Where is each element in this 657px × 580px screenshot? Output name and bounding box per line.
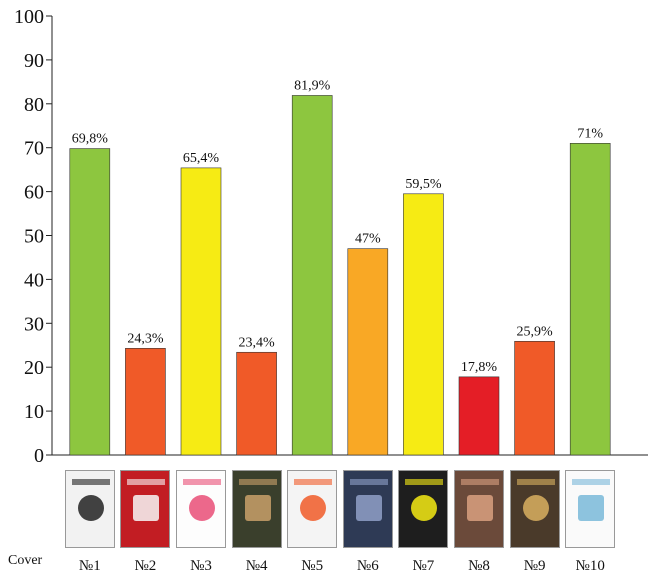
category-label: №7 (412, 558, 434, 574)
book-cover-image (509, 470, 560, 548)
bar (569, 143, 611, 456)
category-labels: №1 №2 №3 №4 №5 №6 №7 №8 №9 №10 (79, 558, 605, 574)
cover-artwork (77, 495, 104, 521)
bar (180, 167, 222, 456)
category-label: №1 (79, 558, 101, 574)
bar (69, 148, 111, 456)
bar (347, 248, 389, 456)
bar-value-label: 17,8% (461, 360, 498, 375)
bar (291, 95, 333, 456)
cover-artwork (411, 495, 438, 521)
chart-axes: 0 10 20 30 40 50 60 70 80 90 100 (14, 6, 648, 467)
cover-artwork (300, 495, 327, 521)
bar-chart: 0 10 20 30 40 50 60 70 80 90 100 69,8% 24,3% 65,4% 23… (14, 6, 648, 467)
category-label: №4 (246, 558, 268, 574)
book-covers-row (0, 470, 657, 550)
cover-title-strip (349, 479, 388, 485)
bar-value-label: 71% (577, 126, 603, 141)
category-label: №10 (576, 558, 605, 574)
y-tick-label: 10 (24, 401, 44, 423)
book-cover-image (454, 470, 504, 548)
y-tick-label: 30 (24, 313, 44, 335)
category-label: №3 (190, 558, 212, 574)
book-cover-image (287, 470, 338, 548)
cover-title-strip (238, 479, 277, 485)
bar-value-label: 24,3% (127, 331, 164, 346)
y-tick-label: 100 (14, 6, 44, 28)
y-tick-label: 50 (24, 226, 44, 248)
bar-value-label: 59,5% (405, 177, 442, 192)
book-cover-image (176, 470, 226, 548)
y-tick-label: 90 (24, 50, 44, 72)
book-cover-image (64, 470, 115, 548)
cover-title-strip (516, 479, 555, 485)
category-label: №5 (301, 558, 323, 574)
bar (458, 376, 500, 456)
cover-artwork (522, 495, 549, 521)
bar-value-label: 69,8% (72, 132, 109, 147)
y-tick-label: 20 (24, 357, 44, 379)
bar-value-label: 47% (355, 232, 381, 247)
chart-bars (69, 95, 611, 456)
bar (236, 351, 277, 456)
bar (125, 348, 166, 456)
cover-artwork (189, 495, 215, 521)
bar-value-label: 81,9% (294, 78, 331, 93)
cover-title-strip (71, 479, 110, 485)
book-cover-image (120, 470, 171, 548)
cover-title-strip (461, 479, 499, 485)
category-label: №6 (357, 558, 379, 574)
cover-title-strip (572, 479, 611, 485)
book-cover-image (398, 470, 449, 548)
y-tick-label: 70 (24, 138, 44, 160)
book-cover-image (342, 470, 393, 548)
cover-title-strip (183, 479, 221, 485)
cover-title-strip (127, 479, 166, 485)
cover-artwork (355, 495, 382, 521)
cover-artwork (133, 495, 160, 521)
bar-value-label: 23,4% (239, 335, 276, 350)
category-label: №2 (134, 558, 156, 574)
bar (514, 340, 555, 456)
bar-value-label: 25,9% (517, 324, 554, 339)
category-label: №9 (524, 558, 546, 574)
cover-artwork (244, 495, 271, 521)
cover-row-label: Cover (8, 553, 43, 568)
category-label: №8 (468, 558, 490, 574)
y-tick-label: 0 (34, 445, 44, 467)
bar (403, 193, 444, 456)
y-tick-label: 40 (24, 269, 44, 291)
book-cover-image (565, 470, 616, 548)
chart-data-labels: 69,8% 24,3% 65,4% 23,4% 81,9% 47% 59,5% 17,8% 25… (72, 78, 604, 374)
book-cover-image (231, 470, 282, 548)
cover-title-strip (294, 479, 333, 485)
cover-artwork (578, 495, 605, 521)
y-tick-label: 60 (24, 182, 44, 204)
y-tick-label: 80 (24, 94, 44, 116)
cover-artwork (467, 495, 493, 521)
bar-value-label: 65,4% (183, 151, 220, 166)
cover-title-strip (405, 479, 444, 485)
